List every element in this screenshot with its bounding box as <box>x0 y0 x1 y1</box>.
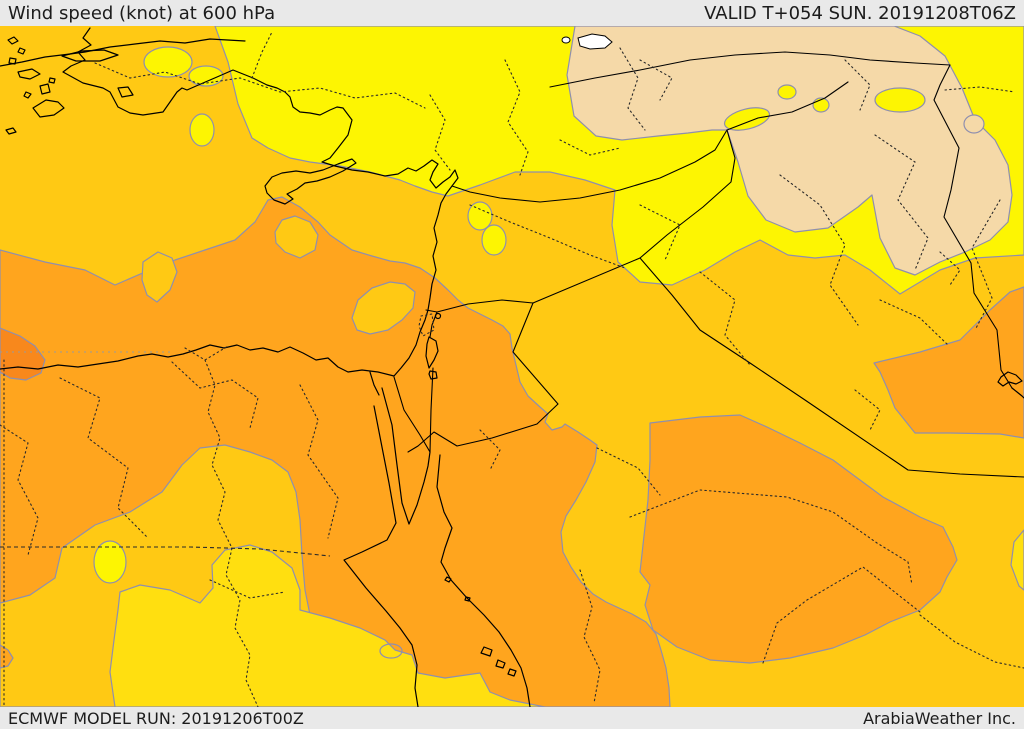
country-borders <box>393 51 1024 478</box>
red-sea-east-shore <box>436 454 531 707</box>
contour-region-orange-northeast <box>873 286 1024 439</box>
sinai-coast <box>381 387 431 525</box>
contour-ring-redsea <box>379 643 403 659</box>
mediterranean-levant-coast <box>0 27 459 377</box>
border-turkey-caucasus <box>549 51 951 88</box>
contour-yellow-blob-anatolia-2 <box>188 65 224 87</box>
red-sea-west-shore <box>343 405 419 707</box>
contour-fill-regions <box>0 26 1024 707</box>
map-title: Wind speed (knot) at 600 hPa <box>8 2 276 24</box>
contour-region-gold-finger <box>141 251 178 303</box>
border-west-bank <box>418 313 435 337</box>
branding-label: ArabiaWeather Inc. <box>863 708 1016 728</box>
border-turkey-iraq <box>726 81 849 131</box>
border-israel-north <box>425 309 438 338</box>
header-bar: Wind speed (knot) at 600 hPa VALID T+054… <box>0 0 1024 26</box>
border-turkey-syria <box>451 129 728 203</box>
contour-region-orange-saudi <box>639 414 958 664</box>
border-egypt-israel <box>393 376 431 453</box>
dead-sea <box>425 336 439 369</box>
contour-yellow-blob-damascus-2 <box>481 224 507 256</box>
border-egypt-sudan <box>0 546 331 557</box>
valid-time-label: VALID T+054 SUN. 20191208T06Z <box>704 2 1016 24</box>
border-iraq-saudi <box>639 257 1024 478</box>
contour-yellow-patch-tan-3 <box>874 87 926 113</box>
contour-yellow-blob-damascus-1 <box>467 201 493 231</box>
nile-river <box>204 359 259 707</box>
weather-map <box>0 26 1024 707</box>
contour-yellow-patch-tan-4 <box>723 107 771 131</box>
footer-bar: ECMWF MODEL RUN: 20191206T00Z ArabiaWeat… <box>0 707 1024 729</box>
lakes <box>561 33 613 50</box>
contour-yellow-patch-tan-1 <box>777 84 797 100</box>
contour-yellow-blob-anatolia-1 <box>143 46 193 78</box>
admin-boundaries <box>0 31 1024 707</box>
aegean-islands <box>5 36 134 135</box>
border-syria-iraq <box>639 129 736 259</box>
border-israel-arava <box>429 367 434 453</box>
rhodes-island <box>117 86 134 98</box>
contour-region-yellow-spot-egypt <box>93 540 127 584</box>
persian-gulf-corner <box>1011 387 1024 399</box>
marmara-sea-outline <box>61 49 119 62</box>
lake-small <box>561 36 571 44</box>
red-sea-islands <box>444 576 517 677</box>
lake-van <box>577 33 613 50</box>
contour-region-lightgold-egypt <box>109 544 546 707</box>
contour-region-gold-pocket-levant <box>351 281 416 335</box>
suez-canal <box>369 371 380 396</box>
border-syria-jordan <box>436 299 534 313</box>
contour-region-deep-orange <box>0 327 46 381</box>
contour-region-orange-left-wedge <box>0 644 14 669</box>
kuwait-bay-coast <box>997 371 1023 387</box>
cyprus-island <box>264 158 357 205</box>
model-run-label: ECMWF MODEL RUN: 20191206T00Z <box>8 708 304 728</box>
contour-yellow-blob-anatolia-3 <box>189 113 215 147</box>
contour-region-gold-blob-sea <box>274 215 319 259</box>
dead-sea-south-lobe <box>428 370 438 380</box>
border-iran-iraq <box>933 64 1013 389</box>
crete-island <box>32 99 65 118</box>
black-sea-coast <box>0 38 246 67</box>
coastlines <box>0 27 1024 707</box>
contour-region-tan-blob <box>963 114 985 134</box>
border-jordan-iraq <box>532 257 641 304</box>
contour-region-lightgold-sliver <box>1010 529 1024 591</box>
